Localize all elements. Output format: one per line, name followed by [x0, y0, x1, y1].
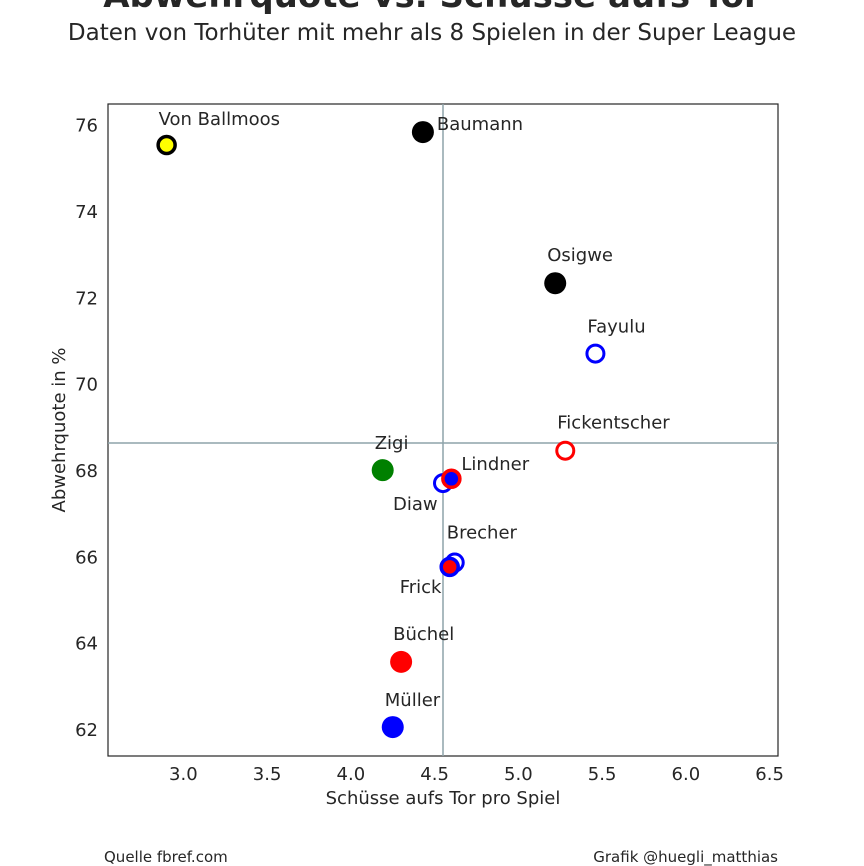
x-tick-label: 4.5: [420, 764, 449, 785]
x-axis-label: Schüsse aufs Tor pro Spiel: [326, 788, 561, 809]
point-label: Von Ballmoos: [159, 109, 280, 130]
data-point: [371, 459, 394, 482]
data-point: [585, 343, 606, 364]
y-tick-label: 76: [75, 116, 98, 137]
point-label: Diaw: [393, 494, 438, 515]
point-label: Baumann: [437, 114, 523, 135]
x-tick-label: 4.0: [337, 764, 366, 785]
point-label: Fayulu: [587, 317, 645, 338]
y-axis-label: Abwehrquote in %: [49, 348, 70, 513]
data-point: [555, 440, 576, 461]
data-point: [156, 134, 177, 156]
data-point: [441, 468, 462, 490]
point-label: Müller: [385, 690, 441, 711]
y-tick-label: 72: [75, 288, 98, 309]
y-tick-label: 64: [75, 634, 98, 655]
data-point: [439, 556, 460, 578]
x-tick-label: 6.0: [672, 764, 701, 785]
x-tick-label: 5.5: [588, 764, 617, 785]
credit-note: Grafik @huegli_matthias: [593, 848, 778, 866]
data-point: [544, 272, 567, 295]
y-tick-label: 66: [75, 547, 98, 568]
point-label: Lindner: [461, 454, 529, 475]
data-point: [381, 716, 404, 739]
chart-subtitle: Daten von Torhüter mit mehr als 8 Spiele…: [67, 20, 797, 46]
x-tick-label: 5.0: [504, 764, 533, 785]
x-tick-label: 6.5: [755, 764, 784, 785]
point-label: Brecher: [447, 523, 518, 544]
point-label: Büchel: [393, 624, 454, 645]
point-label: Fickentscher: [557, 413, 670, 434]
point-label: Frick: [400, 577, 442, 598]
y-tick-label: 68: [75, 461, 98, 482]
chart-title: Abwehrquote vs. Schüsse aufs Tor: [0, 0, 864, 16]
x-tick-label: 3.5: [253, 764, 282, 785]
y-tick-label: 74: [75, 202, 98, 223]
y-tick-label: 62: [75, 720, 98, 741]
point-label: Zigi: [375, 433, 409, 454]
y-tick-label: 70: [75, 375, 98, 396]
data-point: [411, 121, 434, 144]
data-point: [390, 650, 413, 673]
point-label: Osigwe: [547, 245, 613, 266]
x-tick-label: 3.0: [169, 764, 198, 785]
source-note: Quelle fbref.com: [104, 848, 228, 866]
